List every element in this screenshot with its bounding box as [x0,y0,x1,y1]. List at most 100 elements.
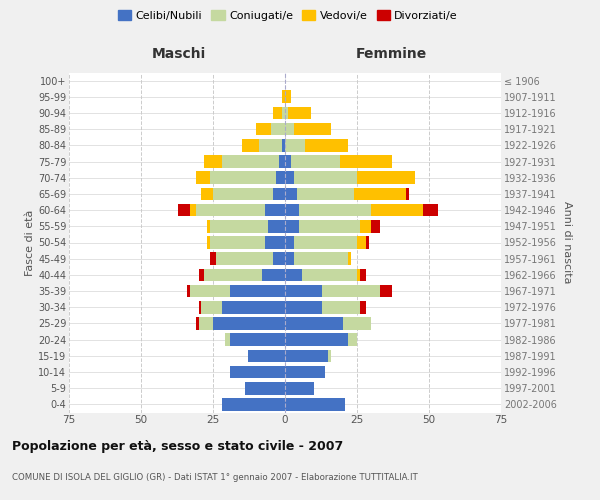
Bar [354,188,406,200]
Bar [187,285,190,298]
Bar [360,268,365,281]
Bar [196,317,199,330]
Bar [282,139,285,151]
Bar [271,123,285,136]
Bar [224,334,230,346]
Bar [285,334,349,346]
Bar [259,139,282,151]
Bar [285,285,322,298]
Bar [285,123,293,136]
Bar [365,236,368,249]
Bar [371,204,423,216]
Bar [279,155,285,168]
Legend: Celibi/Nubili, Coniugati/e, Vedovi/e, Divorziati/e: Celibi/Nubili, Coniugati/e, Vedovi/e, Di… [113,6,463,25]
Bar [423,204,437,216]
Bar [285,350,328,362]
Bar [274,188,285,200]
Bar [202,301,221,314]
Bar [285,172,293,184]
Bar [213,188,274,200]
Bar [322,285,380,298]
Bar [357,172,415,184]
Bar [285,90,291,103]
Bar [268,220,285,232]
Bar [299,204,371,216]
Bar [293,123,331,136]
Bar [285,106,288,120]
Bar [285,220,299,232]
Bar [230,285,285,298]
Bar [199,317,213,330]
Bar [216,252,274,265]
Bar [288,106,311,120]
Bar [196,172,210,184]
Bar [245,382,285,394]
Bar [210,172,277,184]
Bar [285,188,296,200]
Bar [285,317,343,330]
Bar [285,204,299,216]
Text: Maschi: Maschi [151,47,206,61]
Bar [207,236,210,249]
Bar [322,301,360,314]
Bar [371,220,380,232]
Bar [285,382,314,394]
Bar [199,268,205,281]
Text: Femmine: Femmine [356,47,427,61]
Bar [277,172,285,184]
Bar [205,268,262,281]
Bar [302,268,357,281]
Bar [205,155,221,168]
Bar [285,268,302,281]
Bar [221,398,285,410]
Bar [293,172,357,184]
Bar [210,252,216,265]
Bar [282,106,285,120]
Bar [230,334,285,346]
Bar [285,301,322,314]
Bar [265,236,285,249]
Bar [274,252,285,265]
Bar [291,155,340,168]
Text: COMUNE DI ISOLA DEL GIGLIO (GR) - Dati ISTAT 1° gennaio 2007 - Elaborazione TUTT: COMUNE DI ISOLA DEL GIGLIO (GR) - Dati I… [12,473,418,482]
Bar [202,188,213,200]
Bar [360,220,371,232]
Bar [199,301,202,314]
Bar [349,334,357,346]
Text: Popolazione per età, sesso e stato civile - 2007: Popolazione per età, sesso e stato civil… [12,440,343,453]
Y-axis label: Anni di nascita: Anni di nascita [562,201,572,283]
Bar [328,350,331,362]
Bar [207,220,210,232]
Bar [349,252,351,265]
Bar [360,301,365,314]
Bar [285,155,291,168]
Bar [299,220,360,232]
Bar [221,155,279,168]
Bar [285,398,346,410]
Bar [406,188,409,200]
Bar [293,236,357,249]
Bar [285,366,325,378]
Bar [190,204,196,216]
Bar [282,90,285,103]
Bar [210,220,268,232]
Bar [265,204,285,216]
Y-axis label: Fasce di età: Fasce di età [25,210,35,276]
Bar [340,155,392,168]
Bar [357,236,365,249]
Bar [285,139,305,151]
Bar [242,139,259,151]
Bar [343,317,371,330]
Bar [274,106,282,120]
Bar [210,236,265,249]
Bar [262,268,285,281]
Bar [190,285,230,298]
Bar [221,301,285,314]
Bar [293,252,349,265]
Bar [248,350,285,362]
Bar [305,139,349,151]
Bar [178,204,190,216]
Bar [285,236,293,249]
Bar [230,366,285,378]
Bar [380,285,392,298]
